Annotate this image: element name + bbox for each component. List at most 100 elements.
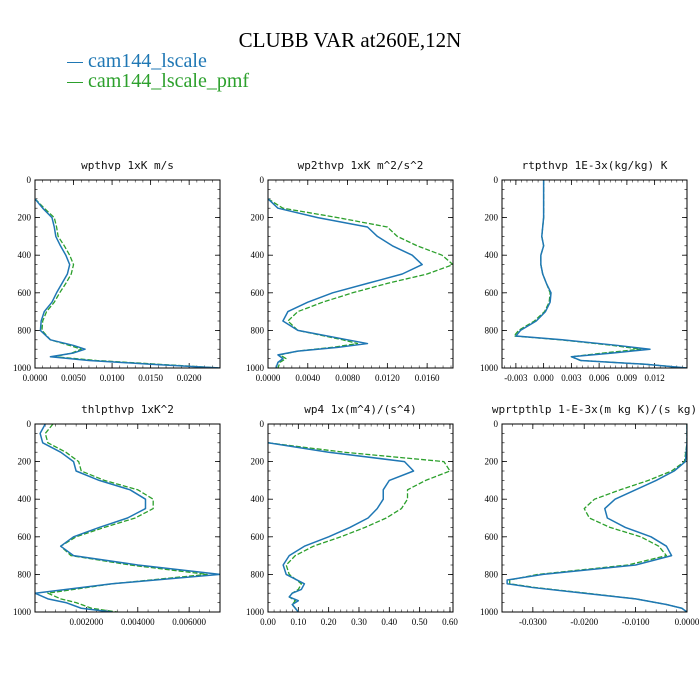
x-tick-label: 0.000 <box>534 373 555 383</box>
x-tick-label: -0.003 <box>504 373 528 383</box>
y-tick-label: 200 <box>485 213 499 223</box>
series-line-lscale-pmf <box>44 424 208 612</box>
series-line-lscale <box>268 198 423 368</box>
y-tick-label: 600 <box>18 532 32 542</box>
legend-entry-2: cam144_lscale_pmf <box>67 70 249 93</box>
y-tick-label: 1000 <box>246 363 265 373</box>
x-tick-label: 0.20 <box>321 617 337 627</box>
y-tick-label: 400 <box>18 250 32 260</box>
y-tick-label: 400 <box>485 494 499 504</box>
y-tick-label: 400 <box>251 250 265 260</box>
panel-title: wpthvp 1xK m/s <box>81 159 174 172</box>
x-tick-label: 0.012 <box>645 373 665 383</box>
x-tick-label: 0.006000 <box>172 617 206 627</box>
x-tick-label: 0.004000 <box>121 617 155 627</box>
x-tick-label: 0.0150 <box>138 373 163 383</box>
y-tick-label: 400 <box>18 494 32 504</box>
plot-frame <box>34 179 221 369</box>
panel-6: wprtpthlp 1-E-3x(m kg K)/(s kg) 0 200 400 60… <box>480 403 700 627</box>
series-line-lscale-pmf <box>513 180 687 368</box>
x-tick-label: 0.0080 <box>335 373 360 383</box>
x-tick-label: 0.40 <box>381 617 397 627</box>
x-tick-label: 0.10 <box>290 617 306 627</box>
y-tick-label: 0 <box>27 175 32 185</box>
y-tick-label: 400 <box>485 250 499 260</box>
x-tick-label: 0.0000 <box>23 373 48 383</box>
plot-frame <box>501 179 688 369</box>
series-line-lscale-pmf <box>268 442 451 612</box>
plot-frame <box>267 179 454 369</box>
y-tick-label: 800 <box>18 569 32 579</box>
x-tick-label: 0.0100 <box>100 373 125 383</box>
x-tick-label: -0.0200 <box>570 617 598 627</box>
x-tick-label: 0.0000 <box>256 373 281 383</box>
legend-label-1: cam144_lscale <box>88 50 207 72</box>
y-tick-label: 1000 <box>246 607 265 617</box>
y-tick-label: 0 <box>260 175 265 185</box>
series-line-lscale <box>35 198 220 368</box>
y-tick-label: 1000 <box>13 363 32 373</box>
x-tick-label: 0.0000 <box>675 617 700 627</box>
y-tick-label: 600 <box>485 288 499 298</box>
y-tick-label: 800 <box>251 569 265 579</box>
y-tick-label: 600 <box>251 532 265 542</box>
series-line-lscale-pmf <box>268 198 453 368</box>
plot-frame <box>34 423 221 613</box>
panel-title: wprtpthlp 1-E-3x(m kg K)/(s kg) <box>492 403 697 416</box>
legend-swatch-1 <box>67 61 83 63</box>
x-tick-label: 0.60 <box>442 617 458 627</box>
series-line-lscale <box>506 424 687 612</box>
legend-entry-1: cam144_lscale <box>67 50 207 73</box>
y-tick-label: 800 <box>251 325 265 335</box>
y-tick-label: 0 <box>260 419 265 429</box>
panel-title: wp4 1x(m^4)/(s^4) <box>304 403 417 416</box>
panel-title: rtpthvp 1E-3x(kg/kg) K <box>522 159 668 172</box>
y-tick-label: 200 <box>251 457 265 467</box>
y-tick-label: 200 <box>251 213 265 223</box>
figure-title: CLUBB VAR at260E,12N <box>238 28 462 52</box>
series-line-lscale-pmf <box>509 424 687 612</box>
series-line-lscale <box>515 180 687 368</box>
x-tick-label: 0.00 <box>260 617 276 627</box>
legend-label-2: cam144_lscale_pmf <box>88 70 250 92</box>
series-line-lscale <box>268 442 415 612</box>
y-tick-label: 400 <box>251 494 265 504</box>
x-tick-label: -0.0100 <box>622 617 650 627</box>
x-tick-label: 0.30 <box>351 617 367 627</box>
panel-4: thlpthvp 1xK^2 0 200 400 600 800 1000 0.002000 0… <box>13 403 221 627</box>
y-tick-label: 1000 <box>480 607 499 617</box>
y-tick-label: 200 <box>18 213 32 223</box>
y-tick-label: 1000 <box>480 363 499 373</box>
y-tick-label: 200 <box>485 457 499 467</box>
x-tick-label: 0.003 <box>561 373 582 383</box>
y-tick-label: 0 <box>27 419 32 429</box>
y-tick-label: 0 <box>494 419 499 429</box>
x-tick-label: 0.0040 <box>295 373 320 383</box>
x-tick-label: 0.006 <box>589 373 610 383</box>
y-tick-label: 1000 <box>13 607 32 617</box>
y-tick-label: 800 <box>485 569 499 579</box>
plot-frame <box>267 423 454 613</box>
x-tick-label: 0.0050 <box>61 373 86 383</box>
panel-title: thlpthvp 1xK^2 <box>81 403 174 416</box>
y-tick-label: 200 <box>18 457 32 467</box>
x-tick-label: 0.50 <box>412 617 428 627</box>
panel-title: wp2thvp 1xK m^2/s^2 <box>298 159 424 172</box>
series-line-lscale <box>35 424 220 612</box>
y-tick-label: 600 <box>485 532 499 542</box>
x-tick-label: 0.0200 <box>177 373 202 383</box>
plot-frame <box>501 423 688 613</box>
x-tick-label: 0.009 <box>617 373 638 383</box>
y-tick-label: 800 <box>485 325 499 335</box>
x-tick-label: 0.0120 <box>375 373 400 383</box>
panel-3: rtpthvp 1E-3x(kg/kg) K 0 200 400 600 800 1000-… <box>480 159 688 383</box>
y-tick-label: 0 <box>494 175 499 185</box>
x-tick-label: 0.002000 <box>70 617 104 627</box>
x-tick-label: -0.0300 <box>519 617 547 627</box>
y-tick-label: 600 <box>251 288 265 298</box>
panel-2: wp2thvp 1xK m^2/s^2020040060080010000.00… <box>246 159 454 383</box>
